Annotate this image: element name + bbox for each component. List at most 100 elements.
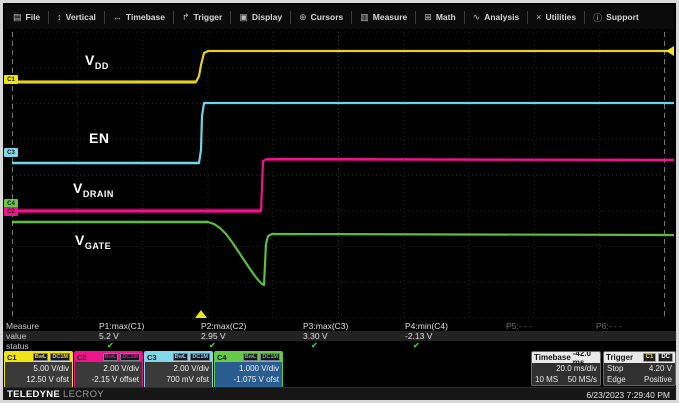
channel-box-body: 2.00 V/div -2.15 V offset <box>75 362 142 387</box>
brand-logo: TELEDYNE LECROY <box>7 389 104 400</box>
trace-c1-v_dd <box>12 49 674 84</box>
math-icon: ⊞ <box>424 11 432 22</box>
param-label-p3[interactable]: P3:max(C3) <box>303 321 349 331</box>
menu-item-vertical[interactable]: ↕ Vertical <box>49 12 104 22</box>
utilities-icon: × <box>536 12 542 22</box>
measure-icon: ▥ <box>360 11 369 22</box>
channel-box-c3[interactable]: C3 BwL DC1M 2.00 V/div 700 mV ofst <box>144 351 213 388</box>
timebase-scale: 20.0 ms/div <box>556 364 597 373</box>
param-value-p2: 2.95 V <box>201 331 226 341</box>
channel-badge-dc1m: DC1M <box>50 353 70 361</box>
trigger-level-marker[interactable] <box>666 46 674 56</box>
trace-c2-v_drain <box>12 157 675 213</box>
trace-label-vgate: VGATE <box>75 232 112 251</box>
descriptor-row: Timebase -42.0 ms 20.0 ms/div 10 MS 50 M… <box>3 351 676 388</box>
channel-badge-bwl: BwL <box>172 353 189 361</box>
menu-item-label: Vertical <box>65 12 96 22</box>
timebase-panel[interactable]: Timebase -42.0 ms 20.0 ms/div 10 MS 50 M… <box>531 351 601 386</box>
menu-item-timebase[interactable]: ↔ Timebase <box>105 12 173 22</box>
measure-status-row: status ✔ ✔ ✔ ✔ <box>3 341 676 351</box>
param-status-p4: ✔ <box>413 341 420 350</box>
menu-separator <box>527 10 529 24</box>
menu-separator <box>584 10 586 24</box>
timebase-delay: -42.0 ms <box>572 351 591 367</box>
timebase-icon: ↔ <box>112 12 122 22</box>
value-row-label: value <box>6 331 27 341</box>
support-icon: ⓘ <box>593 12 603 23</box>
menu-item-utilities[interactable]: × Utilities <box>528 12 584 22</box>
analysis-icon: ∿ <box>472 11 481 22</box>
channel-box-header: C1 BwL DC1M <box>5 352 72 362</box>
param-value-p4: -2.13 V <box>405 331 433 341</box>
trigger-time-marker[interactable] <box>195 310 207 318</box>
channel-vdiv: 2.00 V/div <box>173 364 209 373</box>
param-value-p3: 3.30 V <box>303 331 328 341</box>
channel-badge-bwl: BwL <box>242 353 259 361</box>
channel-box-header: C3 BwL DC1M <box>145 352 212 362</box>
channel-offset: 12.50 V ofst <box>26 375 69 384</box>
measure-row-label: Measure <box>6 321 40 331</box>
vertical-icon: ↕ <box>57 12 62 22</box>
timebase-record-length: 10 MS <box>535 375 559 384</box>
channel-marker-c2[interactable]: C2 <box>4 207 18 216</box>
channel-badge-bwl: BwL <box>102 353 119 361</box>
waveform-canvas <box>11 31 675 319</box>
timebase-title: Timebase <box>534 353 571 362</box>
menu-item-support[interactable]: ⓘ Support <box>585 11 647 24</box>
param-label-p1[interactable]: P1:max(C1) <box>99 321 145 331</box>
channel-box-c2[interactable]: C2 BwL DC1M 2.00 V/div -2.15 V offset <box>74 351 143 388</box>
param-label-p6[interactable]: P6:- - - <box>596 321 622 331</box>
channel-vdiv: 2.00 V/div <box>103 364 139 373</box>
trigger-panel[interactable]: Trigger C1 DC Stop 4.20 V Edge Positive <box>603 351 676 386</box>
channel-box-c4[interactable]: C4 BwL DC1M 1.000 V/div -1.075 V ofst <box>214 351 283 388</box>
trace-label-vdd: VDD <box>85 52 109 71</box>
oscilloscope-screen: ▤ File ↕ Vertical ↔ Timebase ↱ Trigger ▣ Display ⊕… <box>3 3 676 400</box>
measure-label-row: Measure P1:max(C1) P2:max(C2) P3:max(C3) P4:… <box>3 321 676 331</box>
param-status-p3: ✔ <box>311 341 318 350</box>
channel-box-body: 1.000 V/div -1.075 V ofst <box>215 362 282 387</box>
menu-separator <box>290 10 292 24</box>
param-label-p4[interactable]: P4:min(C4) <box>405 321 448 331</box>
channel-marker-c4[interactable]: C4 <box>4 199 18 208</box>
waveform-grid: VDD EN VDRAIN VGATE C1 C3 C4 C2 <box>4 31 675 319</box>
trigger-icon: ↱ <box>181 11 190 22</box>
channel-marker-c1[interactable]: C1 <box>4 75 18 84</box>
menu-item-cursors[interactable]: ⊕ Cursors <box>291 12 351 23</box>
menu-item-display[interactable]: ▣ Display <box>231 12 290 23</box>
menu-item-label: Utilities <box>545 12 577 22</box>
channel-badge-dc1m: DC1M <box>260 353 280 361</box>
menu-item-analysis[interactable]: ∿ Analysis <box>465 12 528 23</box>
menu-item-math[interactable]: ⊞ Math <box>416 12 463 23</box>
file-icon: ▤ <box>13 11 22 22</box>
channel-box-c1[interactable]: C1 BwL DC1M 5.00 V/div 12.50 V ofst <box>4 351 73 388</box>
trigger-level: 4.20 V <box>648 364 672 373</box>
trigger-mode: Stop <box>607 364 624 373</box>
channel-box-header: C4 BwL DC1M <box>215 352 282 362</box>
trace-c4-v_gate <box>12 220 675 287</box>
menu-separator <box>230 10 232 24</box>
channel-vdiv: 1.000 V/div <box>238 364 279 373</box>
channel-box-body: 5.00 V/div 12.50 V ofst <box>5 362 72 387</box>
trace-label-vdrain: VDRAIN <box>73 180 114 199</box>
menu-item-file[interactable]: ▤ File <box>5 12 48 23</box>
menu-item-label: Analysis <box>484 12 520 22</box>
param-label-p5[interactable]: P5:- - - <box>506 321 532 331</box>
channel-marker-c3[interactable]: C3 <box>4 148 18 157</box>
menu-separator <box>351 10 353 24</box>
param-label-p2[interactable]: P2:max(C2) <box>201 321 247 331</box>
menu-item-label: Math <box>435 12 456 22</box>
menu-item-label: Cursors <box>310 12 344 22</box>
trace-c3-en <box>12 101 674 165</box>
trigger-coupling-badge: DC <box>658 353 673 362</box>
channel-id-label: C2 <box>77 352 87 362</box>
status-row-label: status <box>6 341 29 351</box>
menu-item-trigger[interactable]: ↱ Trigger <box>174 12 230 23</box>
channel-offset: -2.15 V offset <box>91 375 139 384</box>
menu-separator <box>463 10 465 24</box>
menu-item-measure[interactable]: ▥ Measure <box>352 12 415 23</box>
channel-id-label: C3 <box>147 352 157 362</box>
menu-separator <box>103 10 105 24</box>
channel-offset: 700 mV ofst <box>166 375 209 384</box>
channel-offset: -1.075 V ofst <box>233 375 279 384</box>
